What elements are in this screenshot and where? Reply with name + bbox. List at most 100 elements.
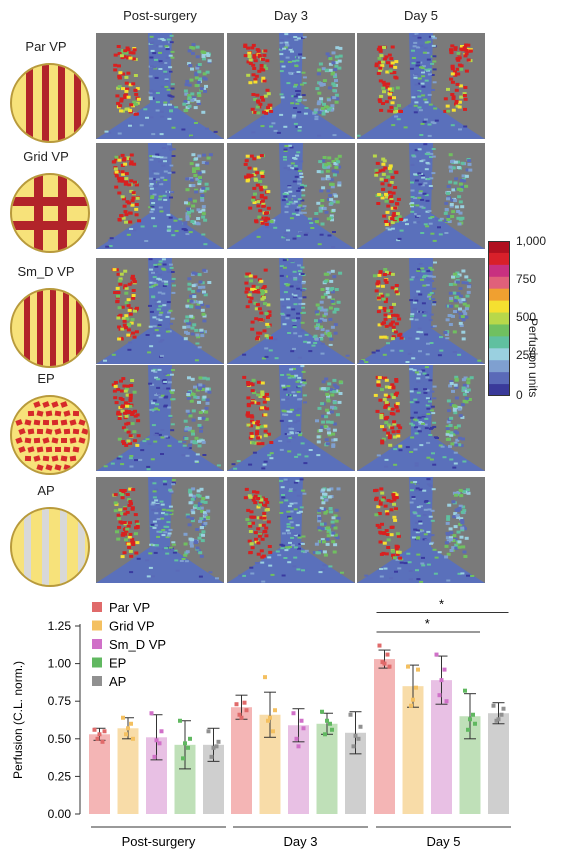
bar xyxy=(345,732,366,814)
significance-marker: * xyxy=(425,616,430,631)
data-point xyxy=(152,754,157,759)
group-label: Day 3 xyxy=(284,834,318,849)
data-point xyxy=(263,675,267,680)
data-point xyxy=(387,664,392,669)
data-point xyxy=(102,729,107,734)
column-header-day-3: Day 3 xyxy=(274,8,308,23)
data-point xyxy=(95,736,100,741)
perfusion-image xyxy=(227,258,355,364)
data-point xyxy=(444,699,449,704)
data-point xyxy=(131,736,135,741)
y-tick-label: 0.75 xyxy=(48,694,72,708)
patch-pattern-icon xyxy=(10,288,90,368)
data-point xyxy=(188,736,192,741)
data-point xyxy=(468,717,472,722)
data-point xyxy=(178,718,182,723)
data-point xyxy=(209,754,214,759)
data-point xyxy=(206,729,211,734)
colorbar-segment xyxy=(488,336,510,349)
colorbar-tick: 750 xyxy=(516,272,537,286)
data-point xyxy=(330,727,334,732)
data-point xyxy=(183,741,187,746)
colorbar-tick: 500 xyxy=(516,310,537,324)
data-point xyxy=(294,736,299,741)
data-point xyxy=(97,732,102,737)
colorbar-segment xyxy=(488,276,510,290)
data-point xyxy=(124,732,128,737)
row-label: AP xyxy=(37,483,55,498)
bar xyxy=(117,728,139,814)
data-point xyxy=(411,697,415,702)
patch-pattern-icon xyxy=(10,395,90,475)
colorbar-tick: 250 xyxy=(516,348,537,362)
data-point xyxy=(351,744,356,749)
column-header-post-surgery: Post-surgery xyxy=(123,8,197,23)
data-point xyxy=(239,715,244,720)
data-point xyxy=(323,732,327,737)
data-point xyxy=(434,652,439,657)
data-point xyxy=(129,721,133,726)
legend-label: Sm_D VP xyxy=(109,637,166,652)
bar xyxy=(174,744,196,814)
data-point xyxy=(356,736,361,741)
bar xyxy=(316,723,338,814)
perfusion-image xyxy=(96,33,224,139)
bar xyxy=(402,686,424,814)
bar-chart: 0.00 0.25 0.50 0.75 1.00 1.25 Perfusion (C.L. … xyxy=(11,596,511,849)
row-label: EP xyxy=(37,371,55,386)
legend-swatch xyxy=(92,602,102,612)
data-point xyxy=(157,741,162,746)
data-point xyxy=(437,693,442,698)
data-point xyxy=(92,727,97,732)
bar xyxy=(203,744,224,814)
perfusion-image xyxy=(96,258,224,364)
data-point xyxy=(466,727,470,732)
colorbar-label: Perfusion units xyxy=(526,318,540,398)
colorbar-segment xyxy=(488,312,510,325)
data-point xyxy=(291,711,296,716)
data-point xyxy=(348,712,353,717)
y-tick-label: 0.25 xyxy=(48,769,72,783)
legend-swatch xyxy=(92,639,102,649)
colorbar-segment xyxy=(488,324,510,337)
group-label: Day 5 xyxy=(427,834,461,849)
y-axis-label: Perfusion (C.L. norm.) xyxy=(11,661,25,779)
data-point xyxy=(121,715,125,720)
significance-marker: * xyxy=(439,596,444,611)
bar xyxy=(374,659,395,814)
perfusion-image xyxy=(227,477,355,583)
data-point xyxy=(273,708,277,713)
colorbar-segment xyxy=(488,252,510,266)
data-point xyxy=(499,712,504,717)
data-point xyxy=(244,708,249,713)
bar xyxy=(288,725,309,814)
data-point xyxy=(181,756,185,761)
data-point xyxy=(471,712,475,717)
bar xyxy=(259,714,281,814)
perfusion-image xyxy=(357,365,485,471)
data-point xyxy=(382,661,387,666)
bar xyxy=(231,707,252,814)
perfusion-image xyxy=(96,365,224,471)
data-point xyxy=(463,688,467,693)
perfusion-image xyxy=(227,33,355,139)
legend-swatch xyxy=(92,657,102,668)
colorbar-segment xyxy=(488,372,510,385)
data-point xyxy=(242,700,247,705)
data-point xyxy=(406,664,410,669)
perfusion-image xyxy=(227,365,355,471)
data-point xyxy=(268,715,272,720)
data-point xyxy=(442,667,447,672)
data-point xyxy=(214,744,219,749)
colorbar-segment xyxy=(488,288,510,302)
colorbar-segment xyxy=(488,241,510,254)
data-point xyxy=(234,702,239,707)
row-label: Par VP xyxy=(25,39,67,54)
colorbar-tick: 0 xyxy=(516,388,523,402)
colorbar-tick: 1,000 xyxy=(516,234,547,248)
patch-pattern-icon xyxy=(10,173,90,253)
legend-swatch xyxy=(92,620,102,631)
perfusion-image xyxy=(357,143,485,249)
bar xyxy=(459,716,481,814)
data-point xyxy=(296,744,301,749)
